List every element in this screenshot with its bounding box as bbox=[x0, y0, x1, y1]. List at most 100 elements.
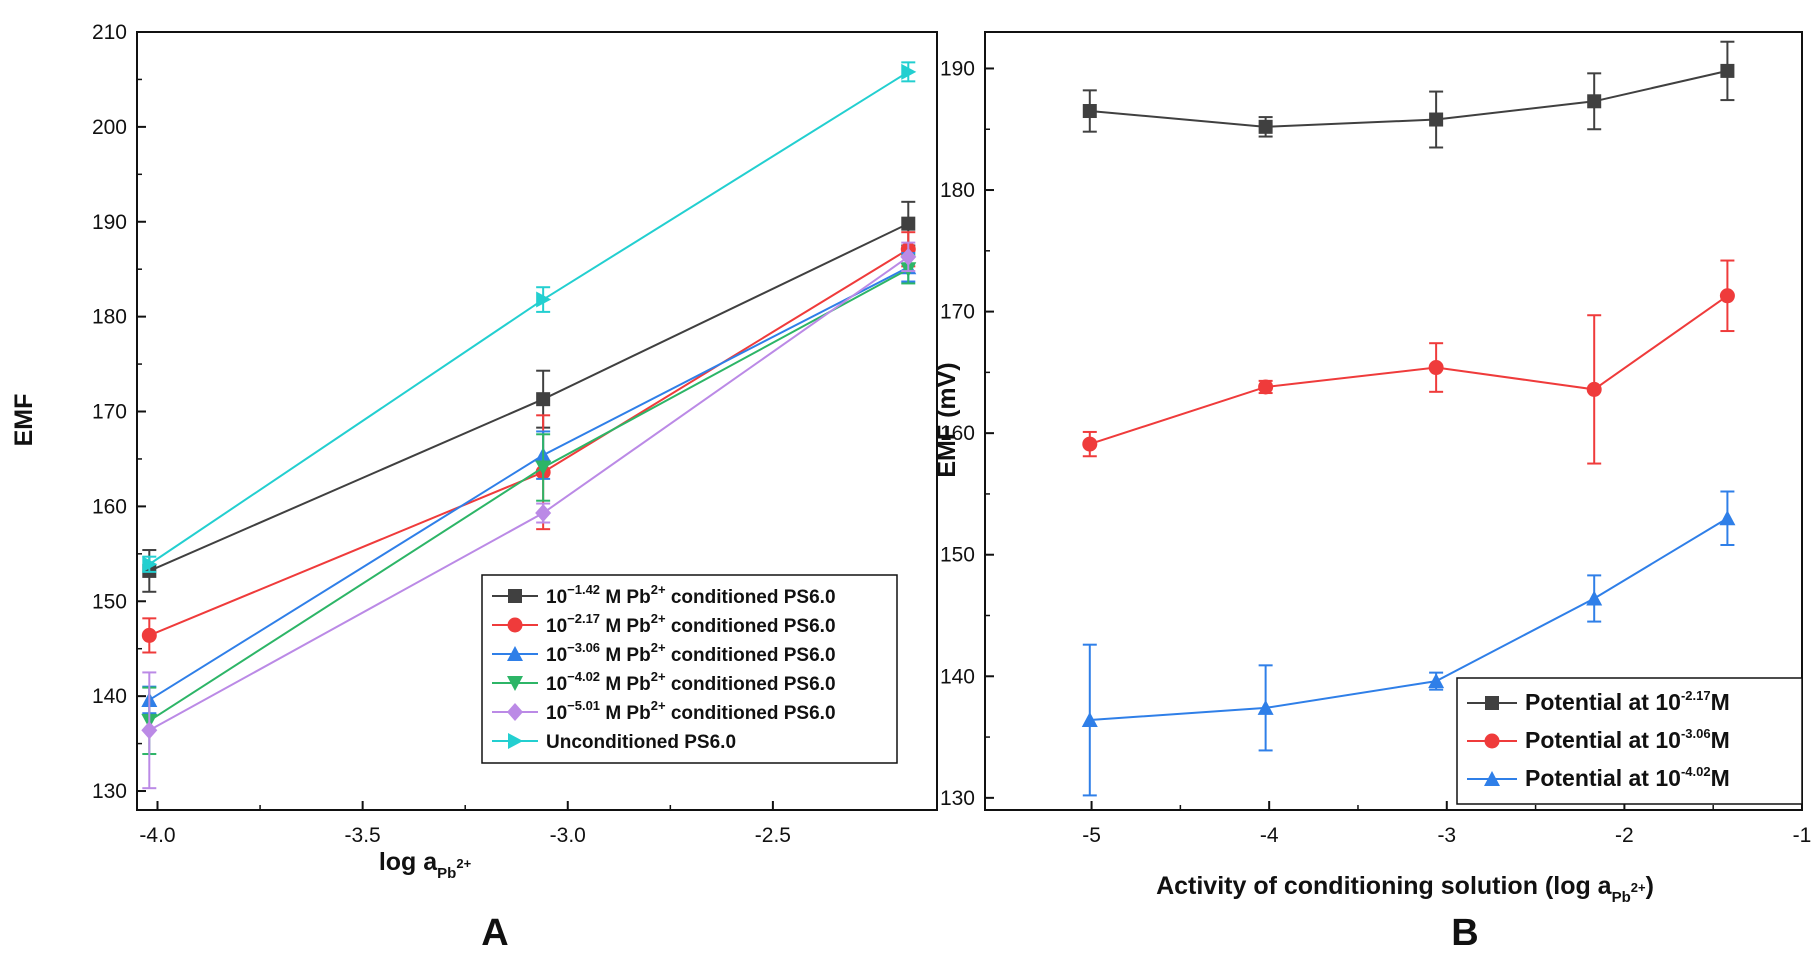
panel-a-legend-label-mid: M Pb bbox=[600, 645, 651, 666]
panel-a-x-tick-label: -2.5 bbox=[755, 824, 791, 847]
panel-a-y-tick-label: 130 bbox=[92, 780, 127, 803]
panel-a-y-tick-label: 200 bbox=[92, 116, 127, 139]
panel-a-data-point bbox=[141, 721, 158, 740]
panel-a-plot-frame bbox=[136, 31, 938, 811]
panel-a-series-5 bbox=[142, 61, 917, 573]
panel-b-x-axis-title-sup: 2+ bbox=[1631, 880, 1646, 895]
panel-b-series bbox=[1081, 40, 1736, 797]
panel-a-y-axis-title: EMF bbox=[10, 394, 38, 447]
panel-a-legend-box bbox=[481, 574, 898, 764]
panel-b-data-point bbox=[1082, 436, 1098, 452]
panel-b-series-2 bbox=[1081, 490, 1736, 797]
panel-b-y-tick-label: 130 bbox=[940, 787, 975, 810]
panel-a-legend-label-exp: −2.17 bbox=[567, 611, 600, 626]
panel-b-legend-label-exp: -3.06 bbox=[1681, 726, 1711, 741]
panel-b-data-point bbox=[1428, 673, 1445, 689]
panel-a-x-tick-label: -3.5 bbox=[345, 824, 381, 847]
panel-a-legend-label-mid: M Pb bbox=[600, 587, 651, 608]
panel-a-data-point bbox=[141, 627, 157, 643]
panel-a-legend-label-name: conditioned PS6.0 bbox=[666, 587, 836, 608]
panel-a-legend-label: 10−4.02 M Pb2+ conditioned PS6.0 bbox=[546, 669, 836, 695]
panel-b-series-0 bbox=[1082, 40, 1735, 149]
panel-a-legend-label-mid-sup: 2+ bbox=[651, 669, 666, 684]
panel-a-legend-label-name: conditioned PS6.0 bbox=[666, 645, 836, 666]
panel-a-legend-label-base: 10 bbox=[546, 587, 567, 608]
panel-a-legend-entry-5: Unconditioned PS6.0 bbox=[492, 732, 736, 753]
panel-b-x-tick-label: -1 bbox=[1793, 824, 1812, 847]
panel-a-legend: 10−1.42 M Pb2+ conditioned PS6.010−2.17 … bbox=[481, 574, 898, 764]
panel-a-legend-label-base: 10 bbox=[546, 645, 567, 666]
panel-b-data-point bbox=[1428, 360, 1444, 376]
panel-a-legend-entry-2: 10−3.06 M Pb2+ conditioned PS6.0 bbox=[492, 640, 836, 666]
panel-a-legend-label-mid: M Pb bbox=[600, 674, 651, 695]
panel-b-y-axis-title: EMF (mV) bbox=[933, 362, 961, 477]
panel-a-data-point bbox=[535, 504, 552, 523]
panel-b-x-tick-label: -4 bbox=[1260, 824, 1279, 847]
panel-a-legend-label-name: conditioned PS6.0 bbox=[666, 616, 836, 637]
panel-b-data-point bbox=[1719, 288, 1735, 304]
panel-a-y-tick-label: 180 bbox=[92, 306, 127, 329]
panel-a-legend-entry-3: 10−4.02 M Pb2+ conditioned PS6.0 bbox=[492, 669, 836, 695]
panel-b-x-axis-title-before: Activity of conditioning solution (log a bbox=[1156, 872, 1613, 900]
panel-b-legend: Potential at 10-2.17M Potential at 10-3.0… bbox=[1456, 677, 1803, 805]
panel-b-legend-label: Potential at 10-4.02M bbox=[1525, 764, 1730, 791]
panel-b-y-tick-label: 170 bbox=[940, 301, 975, 324]
panel-b-data-point bbox=[1082, 104, 1097, 119]
panel-a-x-tick-label: -3.0 bbox=[550, 824, 586, 847]
panel-a-x-axis-title-main: log a bbox=[379, 848, 438, 876]
panel-a-y-tick-label: 170 bbox=[92, 401, 127, 424]
panel-b-x-axis-title: Activity of conditioning solution (log a… bbox=[1156, 872, 1654, 906]
panel-b-legend-label-exp: -2.17 bbox=[1681, 688, 1711, 703]
panel-b-x-tick-label: -2 bbox=[1615, 824, 1634, 847]
panel-a-series-4 bbox=[141, 241, 917, 790]
panel-a-legend-marker bbox=[508, 589, 522, 603]
panel-b-legend-entry-2: Potential at 10-4.02M bbox=[1467, 764, 1730, 791]
panel-b-series-1 bbox=[1082, 259, 1735, 465]
panel-b-axes: 130 140 150 160 170 180 190 -5 -4 -3 -2 -1 bbox=[940, 57, 1811, 847]
panel-b-data-point bbox=[1081, 712, 1098, 728]
panel-a-y-tick-label: 210 bbox=[92, 21, 127, 44]
panel-a-y-tick-label: 160 bbox=[92, 495, 127, 518]
panel-a-legend-marker bbox=[507, 703, 523, 721]
panel-a-series-0 bbox=[142, 200, 916, 593]
panel-b-data-point bbox=[1720, 63, 1735, 78]
panel-b-x-tick-label: -3 bbox=[1437, 824, 1456, 847]
panel-b-y-tick-label: 180 bbox=[940, 179, 975, 202]
panel-a: 130 140 150 160 170 180 190 200 210 -4.0 -3.5 -3.0 -… bbox=[10, 21, 938, 954]
panel-a-data-point bbox=[901, 216, 916, 231]
panel-b-legend-label-after: M bbox=[1711, 765, 1730, 791]
panel-b-y-tick-label: 160 bbox=[940, 422, 975, 445]
panel-b-legend-marker bbox=[1485, 696, 1499, 710]
panel-b-x-axis-title-sub: Pb bbox=[1612, 889, 1631, 906]
panel-a-legend-marker bbox=[507, 646, 523, 661]
panel-b-x-axis-title-after: ) bbox=[1646, 872, 1654, 900]
panel-b-legend-marker bbox=[1484, 733, 1500, 749]
panel-b-data-point bbox=[1258, 119, 1273, 134]
panel-a-label: A bbox=[481, 912, 508, 954]
panel-b-y-tick-label: 150 bbox=[940, 544, 975, 567]
panel-a-legend-marker bbox=[507, 617, 523, 633]
panel-a-legend-marker bbox=[507, 676, 523, 691]
panel-a-legend-label-exp: −5.01 bbox=[567, 698, 600, 713]
panel-b: 130 140 150 160 170 180 190 -5 -4 -3 -2 -1 Potentia… bbox=[933, 31, 1811, 954]
panel-b-series-line bbox=[1089, 69, 1728, 128]
panel-b-legend-label: Potential at 10-2.17M bbox=[1525, 688, 1730, 715]
panel-a-legend-label-mid: M Pb bbox=[600, 703, 651, 724]
panel-a-x-axis-title-sup: 2+ bbox=[456, 856, 471, 871]
panel-a-y-tick-label: 190 bbox=[92, 211, 127, 234]
panel-b-data-point bbox=[1586, 381, 1602, 397]
panel-a-legend-label: 10−1.42 M Pb2+ conditioned PS6.0 bbox=[546, 582, 836, 608]
panel-b-label: B bbox=[1451, 912, 1478, 954]
panel-a-series-line bbox=[148, 222, 909, 572]
panel-a-legend-label: 10−5.01 M Pb2+ conditioned PS6.0 bbox=[546, 698, 836, 724]
panel-b-data-point bbox=[1586, 590, 1603, 606]
panel-a-legend-label-mid-sup: 2+ bbox=[651, 582, 666, 597]
panel-a-data-point bbox=[536, 291, 552, 308]
panel-a-legend-entry-4: 10−5.01 M Pb2+ conditioned PS6.0 bbox=[492, 698, 836, 724]
panel-b-legend-label: Potential at 10-3.06M bbox=[1525, 726, 1730, 753]
panel-b-data-point bbox=[1258, 379, 1274, 395]
panel-a-data-point bbox=[535, 460, 552, 476]
panel-b-legend-marker bbox=[1484, 771, 1500, 786]
panel-b-data-point bbox=[1257, 699, 1274, 715]
